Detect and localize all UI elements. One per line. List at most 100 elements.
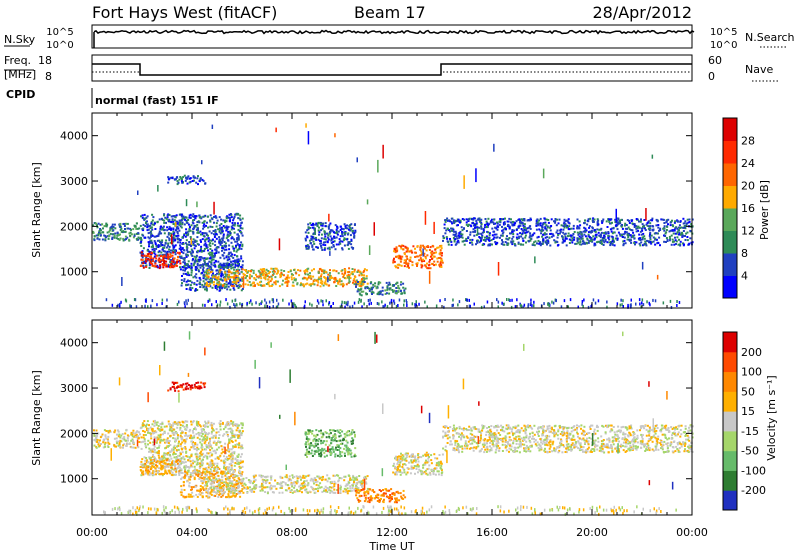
range-cell (578, 232, 581, 235)
range-cell (648, 225, 651, 228)
range-cell (446, 219, 449, 222)
range-cell (626, 227, 629, 230)
range-cell (113, 236, 116, 239)
range-cell (172, 266, 175, 269)
range-cell (217, 440, 220, 443)
range-cell (325, 278, 328, 281)
range-cell (151, 450, 154, 453)
ground-cell (510, 305, 513, 309)
range-cell (171, 177, 174, 180)
ground-cell (369, 298, 371, 302)
range-cell (304, 237, 307, 240)
range-cell (204, 182, 207, 185)
range-cell (234, 262, 237, 265)
range-cell (467, 223, 470, 226)
range-cell (353, 268, 356, 271)
range-cell (176, 435, 179, 438)
range-cell (163, 264, 166, 267)
range-cell (674, 227, 677, 230)
range-cell (267, 272, 270, 275)
range-cell (366, 282, 369, 285)
range-cell (124, 228, 126, 230)
range-cell (560, 228, 563, 231)
range-cell (514, 244, 517, 247)
range-cell (206, 246, 209, 249)
range-cell (222, 233, 225, 236)
range-cell (229, 280, 232, 283)
range-cell (666, 240, 669, 242)
range-cell (97, 222, 100, 225)
range-cell (168, 214, 171, 216)
range-cell (685, 232, 688, 235)
range-cell (186, 251, 189, 253)
range-cell (151, 234, 154, 237)
range-cell (145, 260, 148, 263)
ground-cell (186, 302, 188, 306)
range-cell (474, 230, 476, 233)
range-cell (238, 437, 241, 439)
range-cell (150, 257, 153, 260)
range-cell (169, 455, 172, 458)
range-cell (431, 250, 434, 253)
range-cell (165, 217, 168, 220)
range-cell (105, 430, 108, 432)
range-cell (507, 220, 510, 223)
range-cell (496, 228, 499, 231)
range-cell (211, 464, 214, 467)
range-cell (600, 242, 603, 245)
range-cell (590, 231, 593, 233)
range-cell (426, 262, 428, 265)
range-cell (226, 233, 229, 236)
range-cell (195, 457, 198, 460)
range-cell (226, 267, 229, 269)
range-cell (327, 273, 330, 276)
range-cell (364, 287, 367, 290)
range-cell (208, 243, 211, 246)
range-cell (540, 242, 543, 245)
range-cell (171, 244, 174, 247)
range-cell (471, 218, 474, 221)
range-cell (201, 428, 204, 431)
colorbar-segment (723, 163, 737, 186)
range-cell (172, 227, 175, 230)
range-cell (340, 227, 343, 230)
range-cell (169, 424, 172, 427)
range-cell (159, 467, 162, 470)
range-cell (191, 421, 194, 424)
ground-cell (497, 305, 499, 309)
range-cell (226, 288, 229, 291)
range-cell (663, 227, 666, 230)
range-cell (156, 221, 159, 224)
range-cell (186, 221, 189, 224)
ground-cell (676, 300, 678, 303)
range-cell (142, 262, 145, 265)
range-cell (246, 271, 249, 274)
range-cell (145, 461, 148, 464)
range-cell (217, 446, 220, 449)
range-cell (221, 274, 224, 277)
range-cell (337, 272, 340, 275)
ground-cell (264, 298, 266, 302)
range-cell (304, 269, 307, 272)
range-cell (202, 269, 205, 272)
range-cell (95, 234, 98, 237)
range-cell (204, 288, 207, 291)
range-cell (428, 249, 431, 251)
range-cell (199, 283, 202, 286)
ground-cell (424, 300, 426, 304)
range-cell (643, 219, 646, 221)
range-cell (501, 234, 504, 237)
ground-cell (622, 299, 624, 303)
range-cell (192, 431, 195, 434)
range-cell (568, 242, 571, 244)
range-cell (169, 425, 172, 428)
range-cell (233, 224, 236, 227)
range-cell (238, 225, 241, 228)
range-cell (668, 235, 671, 238)
ground-cell (292, 302, 294, 306)
range-cell (512, 233, 515, 235)
ground-cell (135, 305, 138, 309)
range-cell (442, 235, 445, 238)
range-cell (402, 286, 405, 289)
range-cell (162, 250, 165, 253)
